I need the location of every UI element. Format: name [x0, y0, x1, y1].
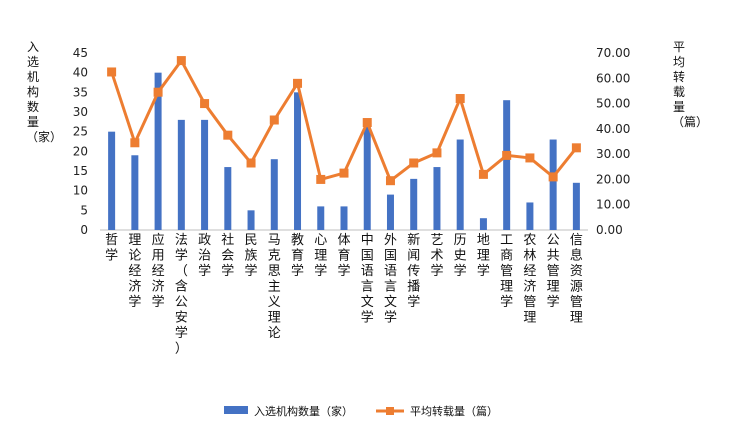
- x-tick-label: 社会学: [221, 232, 234, 279]
- line-point: [385, 176, 395, 186]
- bar: [294, 92, 302, 230]
- line-point: [409, 158, 419, 168]
- bar: [270, 159, 278, 230]
- x-tick-label: 工商管理学: [500, 233, 513, 310]
- bar: [456, 139, 464, 230]
- x-tick-label: 农林经济管理: [523, 233, 536, 326]
- right-tick-label: 0.00: [596, 223, 623, 237]
- line-point: [176, 56, 186, 66]
- x-tick-label: 政治学: [198, 233, 211, 279]
- x-tick-label: 外国语言文学: [384, 233, 397, 326]
- left-tick-label: 10: [73, 184, 88, 198]
- left-axis-title: 入选机构数量（家）: [26, 40, 63, 144]
- line-point: [130, 138, 140, 148]
- line-point: [246, 158, 256, 168]
- x-tick-label: 民族学: [245, 233, 258, 279]
- line-point: [571, 143, 581, 153]
- bar: [177, 119, 185, 230]
- bar: [410, 178, 418, 230]
- right-tick-label: 60.00: [596, 71, 630, 85]
- x-tick-label: 马克思主义理论: [268, 233, 281, 341]
- left-tick-label: 35: [73, 85, 88, 99]
- legend-bar-swatch: [224, 406, 248, 414]
- line-point: [339, 168, 349, 178]
- bar: [154, 72, 162, 231]
- x-tick-label: 地理学: [477, 233, 490, 279]
- line-point: [502, 150, 512, 160]
- legend-bar-label: 入选机构数量（家）: [254, 404, 353, 418]
- x-tick-label: 公共管理学: [547, 233, 560, 310]
- line-point: [293, 78, 303, 88]
- bar: [131, 155, 139, 230]
- bar: [201, 119, 209, 230]
- line-point: [478, 169, 488, 179]
- right-tick-label: 20.00: [596, 172, 630, 186]
- bar: [572, 182, 580, 230]
- bar: [503, 100, 511, 230]
- left-tick-label: 25: [73, 125, 88, 139]
- x-tick-label: 理论经济学: [128, 233, 141, 310]
- right-tick-label: 70.00: [596, 46, 630, 60]
- left-tick-label: 20: [73, 144, 88, 158]
- line-point: [269, 115, 279, 125]
- line-point: [432, 148, 442, 158]
- bar: [247, 210, 255, 230]
- bar: [340, 206, 348, 230]
- bar: [433, 167, 441, 230]
- line-point: [362, 118, 372, 128]
- bar: [224, 167, 232, 230]
- right-tick-label: 50.00: [596, 97, 630, 111]
- right-tick-label: 10.00: [596, 198, 630, 212]
- left-tick-label: 30: [73, 105, 88, 119]
- line-point: [548, 172, 558, 182]
- legend-line-label: 平均转载量（篇）: [410, 404, 498, 418]
- x-tick-label: 新闻传播学: [407, 232, 420, 310]
- x-tick-label: 教育学: [291, 232, 304, 279]
- bar: [386, 194, 394, 230]
- x-tick-label: 历史学: [454, 233, 467, 279]
- x-tick-label: 艺术学: [430, 233, 443, 279]
- line-point: [525, 153, 535, 163]
- x-tick-label: 心理学: [314, 233, 327, 279]
- line-point: [107, 67, 117, 77]
- line-point: [200, 99, 210, 109]
- bar: [526, 202, 534, 230]
- left-tick-label: 0: [80, 223, 88, 237]
- x-tick-label: 体育学: [337, 233, 350, 279]
- bar: [317, 206, 325, 230]
- right-tick-label: 30.00: [596, 147, 630, 161]
- bar: [549, 139, 557, 230]
- x-tick-label: 法学（含公安学）: [175, 233, 188, 357]
- x-tick-label: 信息资源管理: [570, 233, 583, 326]
- line-point: [455, 94, 465, 104]
- x-tick-label: 应用经济学: [152, 232, 165, 310]
- legend-line-marker: [386, 407, 394, 415]
- line-point: [223, 130, 233, 140]
- bar: [479, 218, 487, 230]
- right-axis-title: 平均转载量（篇）: [672, 40, 709, 129]
- x-tick-label: 哲学: [105, 233, 118, 264]
- left-tick-label: 5: [80, 203, 88, 217]
- bar: [108, 131, 116, 230]
- left-tick-label: 40: [73, 66, 88, 80]
- bar: [363, 123, 371, 230]
- left-tick-label: 45: [73, 46, 88, 60]
- line-point: [153, 87, 163, 97]
- left-tick-label: 15: [73, 164, 88, 178]
- line-point: [316, 174, 326, 184]
- right-tick-label: 40.00: [596, 122, 630, 136]
- x-tick-label: 中国语言文学: [361, 233, 374, 326]
